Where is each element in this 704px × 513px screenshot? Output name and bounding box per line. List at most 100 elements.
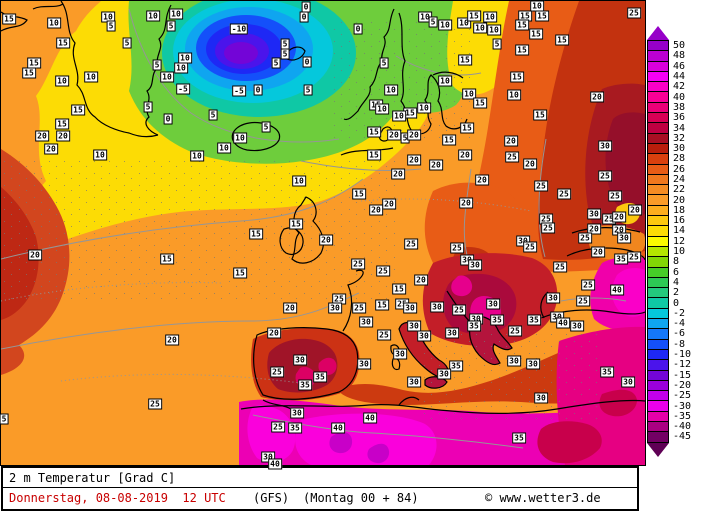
temp-label: 0 [163, 113, 173, 125]
temp-label: 30 [445, 327, 459, 339]
temp-label: 10 [384, 84, 398, 96]
temp-label: 25 [376, 265, 390, 277]
temp-label: 25 [553, 261, 567, 273]
temp-label: 30 [407, 320, 421, 332]
temp-label: 30 [617, 232, 631, 244]
temp-label: 20 [429, 159, 443, 171]
temp-label: 30 [570, 320, 584, 332]
temp-label: 30 [468, 259, 482, 271]
temp-label: 35 [288, 422, 302, 434]
temp-label: 5 [280, 48, 290, 60]
temp-label: 30 [407, 376, 421, 388]
temp-label: 15 [555, 34, 569, 46]
temperature-colorbar: 50 48 46 44 42 40 38 36 34 32 30 28 26 24 22 20 18 16 14 12… [647, 26, 703, 457]
temp-label: 10 [292, 175, 306, 187]
temp-label: 10 [507, 89, 521, 101]
temp-label: 25 [627, 7, 641, 19]
temp-label: 40 [331, 422, 345, 434]
temp-label: 30 [526, 358, 540, 370]
temp-label: 35 [512, 432, 526, 444]
temp-label: 10 [438, 75, 452, 87]
temp-label: 15 [289, 218, 303, 230]
temp-label: 15 [515, 44, 529, 56]
temp-label: 10 [233, 132, 247, 144]
temp-label: 15 [367, 149, 381, 161]
temp-label: 10 [55, 75, 69, 87]
temp-label: 10 [146, 10, 160, 22]
temp-label: 30 [437, 368, 451, 380]
colorbar-row: -45 [647, 431, 703, 443]
colorbar-arrow-down-icon [647, 442, 669, 457]
temp-label: 10 [160, 71, 174, 83]
temp-label: 20 [407, 154, 421, 166]
temp-label: 5 [208, 109, 218, 121]
temp-label: 0 [299, 11, 309, 23]
temp-label: 5 [152, 59, 162, 71]
temp-label: 15 [71, 104, 85, 116]
temp-label: 5 [166, 20, 176, 32]
temp-label: 25 [450, 242, 464, 254]
temp-label: 30 [587, 208, 601, 220]
temp-label: 5 [303, 84, 313, 96]
temp-label: 20 [28, 249, 42, 261]
temp-label: 10 [217, 142, 231, 154]
temp-label: 25 [578, 232, 592, 244]
temp-label: 30 [328, 302, 342, 314]
temp-label: 0 [353, 23, 363, 35]
temp-label: 20 [590, 91, 604, 103]
temp-label: 5 [106, 20, 116, 32]
temp-label: 25 [557, 188, 571, 200]
temp-label: 10 [483, 11, 497, 23]
temp-label: 25 [576, 295, 590, 307]
temp-label: 20 [628, 204, 642, 216]
temp-label: 25 [270, 366, 284, 378]
temp-label: 10 [417, 102, 431, 114]
temp-label: 25 [351, 258, 365, 270]
temp-label: 10 [174, 62, 188, 74]
temp-label: 30 [403, 302, 417, 314]
temp-label: 10 [190, 150, 204, 162]
temp-label: 35 [600, 366, 614, 378]
temp-label: 25 [377, 329, 391, 341]
temp-label: 35 [298, 379, 312, 391]
temp-label: 5 [143, 101, 153, 113]
temp-label: 20 [414, 274, 428, 286]
temp-label: 20 [391, 168, 405, 180]
temp-label: 30 [507, 355, 521, 367]
temp-label: 20 [382, 198, 396, 210]
temp-label: 15 [160, 253, 174, 265]
temp-label: 40 [268, 458, 282, 470]
temp-label: 15 [535, 10, 549, 22]
footer-model: (GFS) [253, 491, 290, 505]
temp-label: 35 [490, 314, 504, 326]
temp-label: 0 [253, 84, 263, 96]
temp-label: 30 [516, 235, 530, 247]
temp-label: 20 [56, 130, 70, 142]
temp-label: 15 [392, 283, 406, 295]
temp-label: 5 [261, 121, 271, 133]
temp-label: 10 [487, 24, 501, 36]
temperature-map: 15 10 10 5 10 10 5 -10 0 0 15 5 15 15 10 10 5 10 10 10 5 5 5 0-… [0, 0, 646, 470]
temp-label: 35 [614, 253, 628, 265]
temp-label: 25 [505, 151, 519, 163]
colorbar-cells: 50 48 46 44 42 40 38 36 34 32 30 28 26 24 22 20 18 16 14 12… [647, 40, 703, 443]
temp-label: 20 [35, 130, 49, 142]
temp-label: 10 [169, 8, 183, 20]
temp-label: -10 [229, 23, 249, 35]
temp-label: 35 [527, 314, 541, 326]
temp-label: 5 [0, 413, 9, 425]
temp-label: 5 [428, 16, 438, 28]
temp-label: 30 [546, 292, 560, 304]
temp-label: 15 [458, 54, 472, 66]
temp-label: 35 [449, 360, 463, 372]
temp-label: 15 [22, 67, 36, 79]
temp-label: 20 [591, 246, 605, 258]
temp-label: 30 [430, 301, 444, 313]
footer-date: Donnerstag, 08-08-2019 12 UTC [9, 491, 226, 505]
temp-label: 30 [290, 407, 304, 419]
colorbar-arrow-up-icon [647, 26, 669, 40]
temp-label: 20 [165, 334, 179, 346]
temp-label: 35 [467, 320, 481, 332]
temp-label: 15 [473, 97, 487, 109]
